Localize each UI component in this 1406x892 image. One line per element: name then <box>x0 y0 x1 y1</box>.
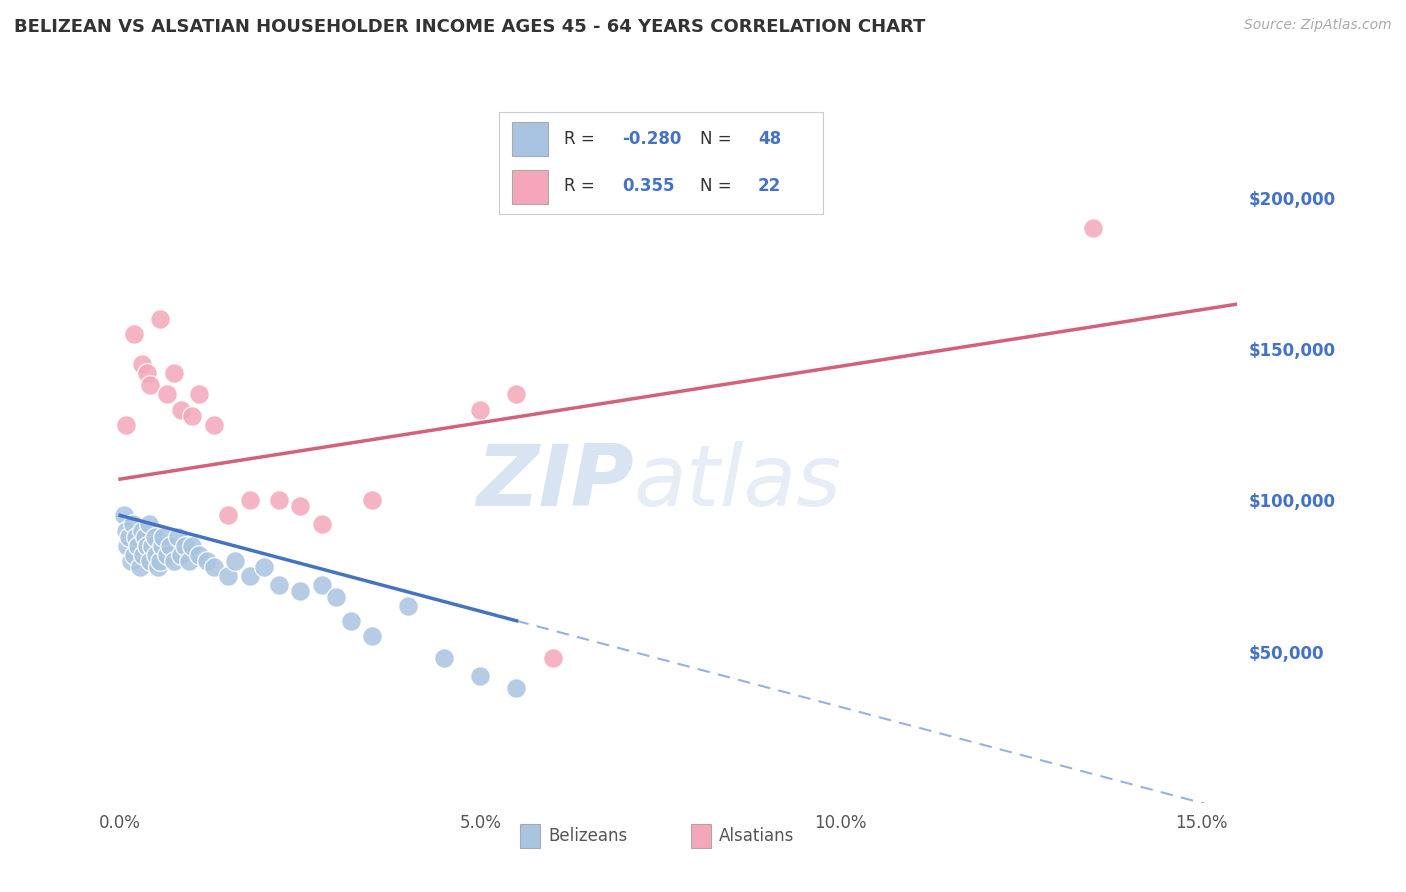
Point <box>361 493 384 508</box>
Point <box>122 517 145 532</box>
Point <box>152 530 174 544</box>
Point <box>188 548 211 562</box>
Point <box>224 554 246 568</box>
Point <box>136 366 159 380</box>
Point <box>117 539 139 553</box>
Point <box>361 629 384 643</box>
Point <box>138 517 160 532</box>
Point <box>396 599 419 614</box>
Point <box>131 524 153 538</box>
Point <box>141 539 163 553</box>
Point <box>139 554 162 568</box>
Text: R =: R = <box>564 130 600 148</box>
Point <box>1081 221 1104 235</box>
Point <box>156 387 179 401</box>
Point <box>114 417 136 432</box>
Point <box>311 578 333 592</box>
Point <box>146 559 169 574</box>
Point <box>239 493 262 508</box>
Point <box>159 539 181 553</box>
Point <box>505 387 527 401</box>
Point <box>253 559 276 574</box>
Text: 48: 48 <box>758 130 780 148</box>
FancyBboxPatch shape <box>512 170 547 204</box>
Point <box>181 409 204 423</box>
Text: R =: R = <box>564 178 600 195</box>
Point <box>177 554 200 568</box>
Point <box>541 650 564 665</box>
Point <box>136 539 159 553</box>
Point <box>174 539 197 553</box>
FancyBboxPatch shape <box>512 122 547 155</box>
Point <box>134 530 156 544</box>
Text: N =: N = <box>700 130 737 148</box>
Point <box>433 650 456 665</box>
Point <box>267 493 290 508</box>
Point <box>125 530 148 544</box>
Point <box>290 584 312 599</box>
Point <box>239 569 262 583</box>
Point <box>325 590 347 604</box>
Point <box>114 524 136 538</box>
Text: 22: 22 <box>758 178 782 195</box>
Point <box>470 669 492 683</box>
Point <box>290 500 312 514</box>
FancyBboxPatch shape <box>690 823 711 848</box>
Point <box>143 530 166 544</box>
Text: BELIZEAN VS ALSATIAN HOUSEHOLDER INCOME AGES 45 - 64 YEARS CORRELATION CHART: BELIZEAN VS ALSATIAN HOUSEHOLDER INCOME … <box>14 18 925 36</box>
Point <box>163 554 186 568</box>
Point <box>505 681 527 695</box>
Point <box>339 615 361 629</box>
Point <box>170 402 193 417</box>
Point <box>163 366 186 380</box>
Text: Source: ZipAtlas.com: Source: ZipAtlas.com <box>1244 18 1392 32</box>
Text: 0.355: 0.355 <box>621 178 675 195</box>
Text: -0.280: -0.280 <box>621 130 682 148</box>
Point <box>156 548 179 562</box>
Point <box>195 554 218 568</box>
Point <box>217 569 239 583</box>
Point <box>188 387 211 401</box>
Point <box>170 548 193 562</box>
Point <box>124 548 146 562</box>
Point <box>267 578 290 592</box>
Point <box>145 548 167 562</box>
Point <box>129 559 152 574</box>
Point <box>150 539 173 553</box>
Text: atlas: atlas <box>634 442 842 524</box>
Point <box>127 539 149 553</box>
Text: Belizeans: Belizeans <box>548 827 627 845</box>
Point <box>470 402 492 417</box>
Point <box>118 530 141 544</box>
Text: ZIP: ZIP <box>477 442 634 524</box>
Point <box>202 417 225 432</box>
Point <box>132 548 155 562</box>
Point <box>217 508 239 523</box>
Point <box>202 559 225 574</box>
Point <box>166 530 188 544</box>
Text: N =: N = <box>700 178 737 195</box>
Point <box>124 326 146 341</box>
FancyBboxPatch shape <box>520 823 540 848</box>
Point <box>120 554 142 568</box>
Point <box>311 517 333 532</box>
Point <box>149 554 172 568</box>
Text: Alsatians: Alsatians <box>718 827 794 845</box>
Point <box>131 357 153 371</box>
Point <box>139 378 162 392</box>
Point <box>149 311 172 326</box>
Point <box>112 508 135 523</box>
Point <box>181 539 204 553</box>
